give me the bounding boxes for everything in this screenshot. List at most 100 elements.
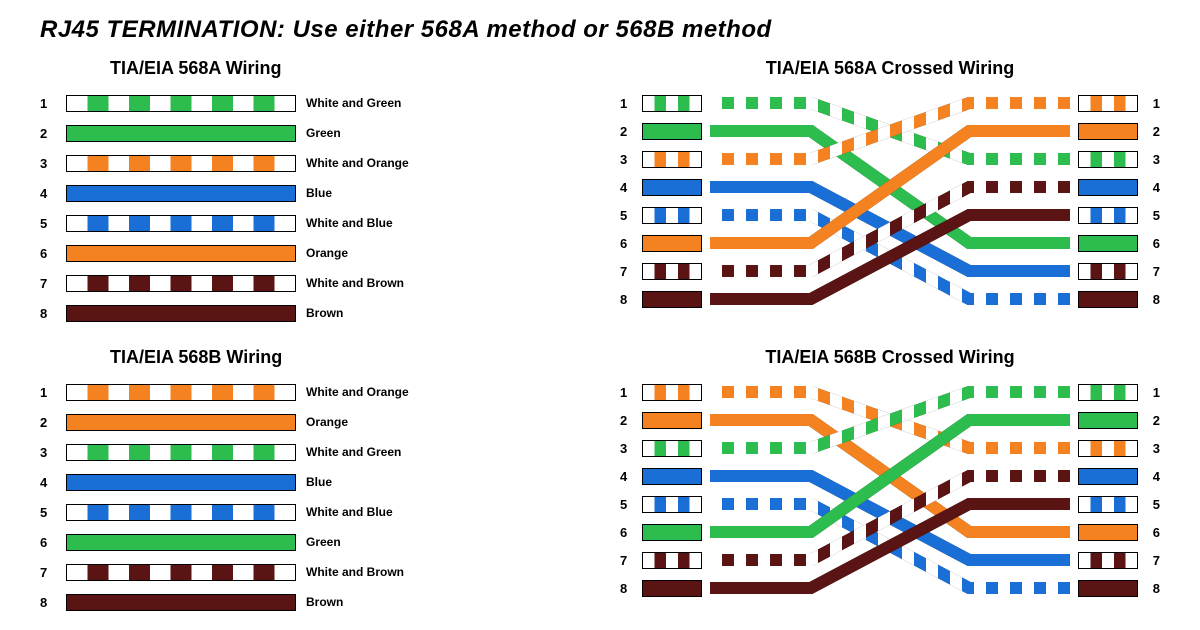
panel-title-568b: TIA/EIA 568B Wiring [110,347,580,368]
wire-label: Blue [306,186,332,200]
pin-number: 1 [1138,378,1160,406]
wire-bar [66,245,296,262]
wire-row: 5White and Blue [40,209,580,237]
pin-number: 8 [620,574,642,602]
wire-row: 7White and Brown [40,558,580,586]
wire-label: Orange [306,246,348,260]
wire-stub [642,235,702,252]
wire-stub [1078,384,1138,401]
pin-number: 2 [1138,117,1160,145]
wire-stub [642,412,702,429]
wire-row: 3White and Green [40,438,580,466]
pin-number: 7 [620,546,642,574]
pin-number: 4 [620,173,642,201]
pin-number: 7 [40,565,62,580]
wire-stub [1078,552,1138,569]
panel-title-568b-cross: TIA/EIA 568B Crossed Wiring [620,347,1160,368]
wire-stub [642,496,702,513]
wire-stub [642,552,702,569]
pin-number: 3 [40,156,62,171]
wire-stub [642,179,702,196]
pin-number: 6 [1138,518,1160,546]
wire-stub [642,384,702,401]
wire-stub [1078,263,1138,280]
pin-number: 4 [1138,462,1160,490]
wire-stub [642,440,702,457]
diagram-grid: TIA/EIA 568A Wiring 1 White and Green 2 Gre… [40,58,1160,618]
pin-number: 8 [40,306,62,321]
wire-label: Orange [306,415,348,429]
pin-number: 1 [620,378,642,406]
wire-stub [1078,440,1138,457]
panel-568b: TIA/EIA 568B Wiring 1White and Orange2Or… [40,347,580,618]
wire-bar [66,275,296,292]
pin-number: 6 [40,535,62,550]
pin-number: 7 [1138,546,1160,574]
wire-row: 7White and Brown [40,269,580,297]
cross-svg [702,89,1078,313]
pin-number: 5 [1138,490,1160,518]
wire-row: 5White and Blue [40,498,580,526]
wire-label: Green [306,126,341,140]
panel-568a: TIA/EIA 568A Wiring 1 White and Green 2 Gre… [40,58,580,329]
wire-stub [1078,291,1138,308]
panel-title-568a: TIA/EIA 568A Wiring [110,58,580,79]
pin-number: 7 [620,257,642,285]
pin-number: 2 [620,406,642,434]
wire-label: Brown [306,595,343,609]
panel-568b-cross: TIA/EIA 568B Crossed Wiring 123456781234… [620,347,1160,618]
wire-stub [1078,179,1138,196]
pin-number: 2 [40,126,62,141]
pin-number: 3 [1138,145,1160,173]
pin-number: 6 [620,518,642,546]
wire-label: Blue [306,475,332,489]
wire-row: 8Brown [40,299,580,327]
pin-number: 8 [1138,574,1160,602]
wire-label: White and Green [306,96,401,110]
pin-number: 4 [620,462,642,490]
pin-number: 1 [40,96,62,111]
pin-number: 3 [620,145,642,173]
wire-row: 1 White and Green [40,89,580,117]
wire-stub [642,151,702,168]
wire-label: White and Blue [306,216,393,230]
wire-row: 3 White and Orange [40,149,580,177]
pin-number: 6 [40,246,62,261]
wire-stub [1078,412,1138,429]
panel-title-568a-cross: TIA/EIA 568A Crossed Wiring [620,58,1160,79]
page-title: RJ45 TERMINATION: Use either 568A method… [40,16,1160,44]
cross-svg [702,378,1078,602]
wire-bar [66,444,296,461]
wire-bar [66,414,296,431]
pin-number: 8 [1138,285,1160,313]
wire-label: White and Orange [306,385,409,399]
wire-bar [66,185,296,202]
wire-stub [1078,123,1138,140]
wire-bar [66,215,296,232]
wire-stub [1078,207,1138,224]
wire-row: 1White and Orange [40,378,580,406]
wire-bar [66,474,296,491]
wire-bar [66,125,296,142]
pin-number: 6 [1138,229,1160,257]
pin-number: 3 [620,434,642,462]
pin-number: 2 [1138,406,1160,434]
wire-stub [1078,524,1138,541]
wire-label: White and Green [306,445,401,459]
wire-stub [642,207,702,224]
wire-row: 4Blue [40,468,580,496]
wire-stub [1078,496,1138,513]
wire-stub [642,95,702,112]
wire-row: 4Blue [40,179,580,207]
pin-number: 2 [620,117,642,145]
wire-row: 8Brown [40,588,580,616]
wire-stub [1078,468,1138,485]
wire-stub [642,524,702,541]
wire-label: White and Orange [306,156,409,170]
wire-stub [642,291,702,308]
pin-number: 5 [40,505,62,520]
wire-bar [66,95,296,112]
pin-number: 6 [620,229,642,257]
wire-bar [66,384,296,401]
wire-stub [642,468,702,485]
